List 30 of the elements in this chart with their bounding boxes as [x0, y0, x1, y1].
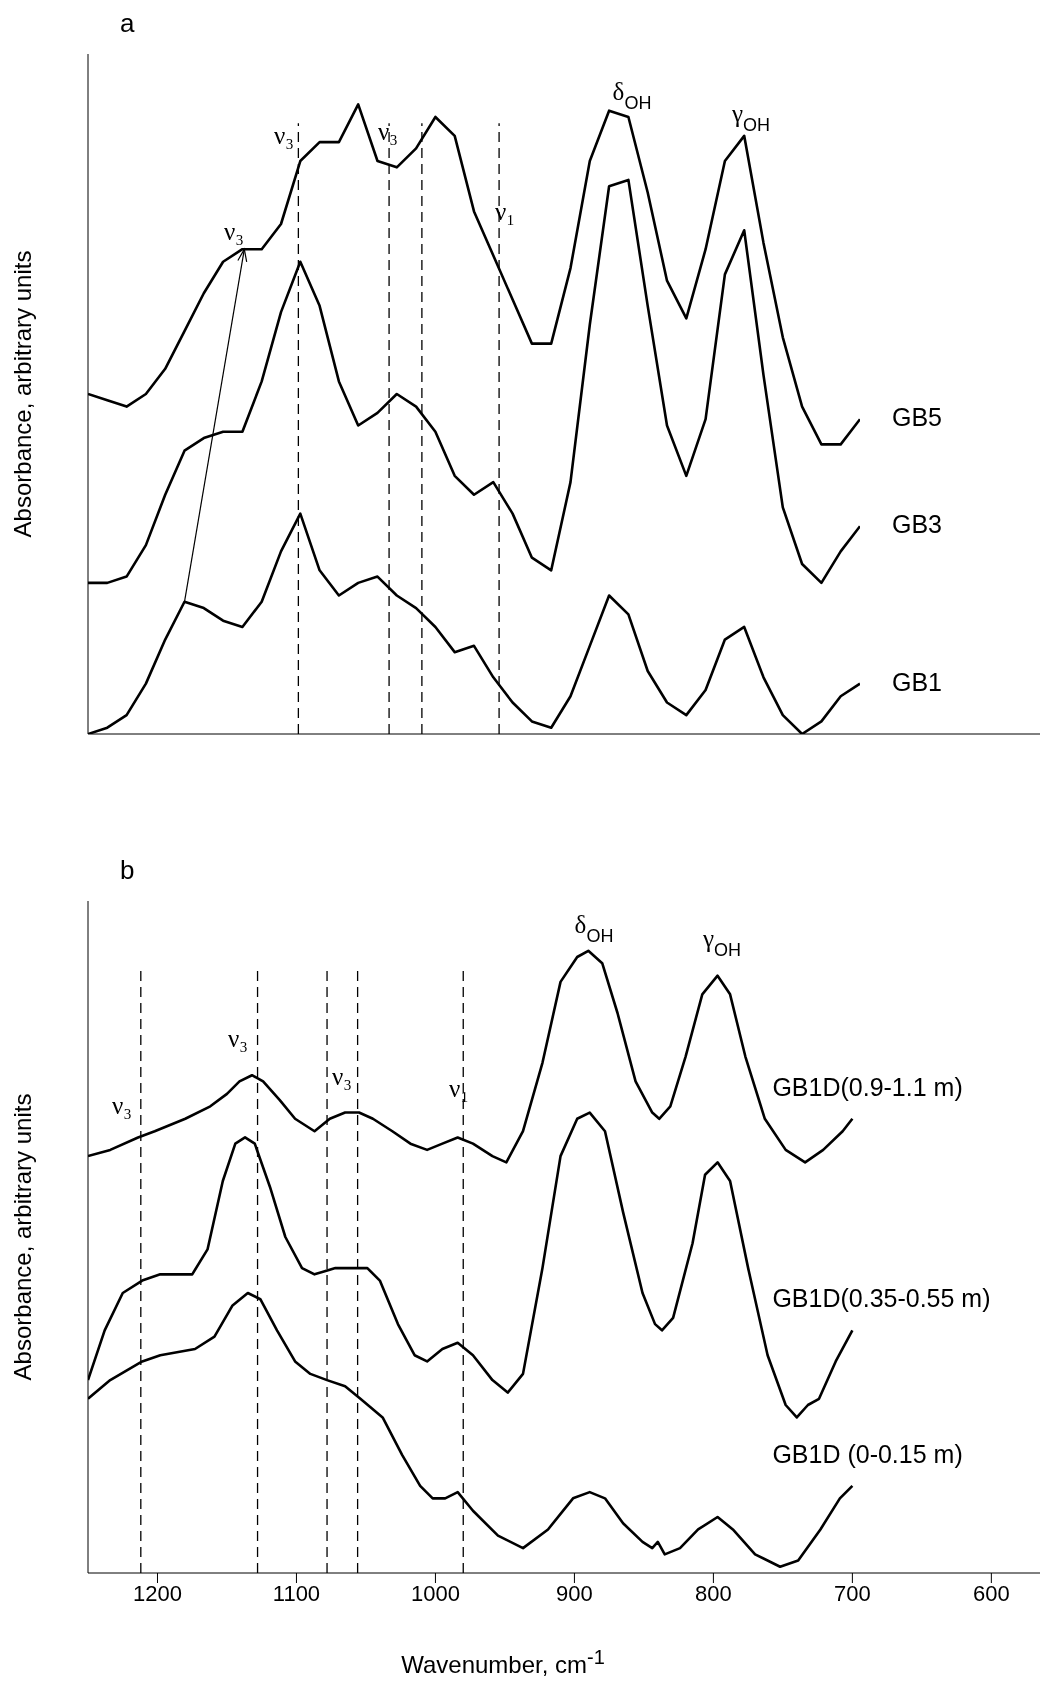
annotation: γ$_{OH}$	[701, 924, 742, 960]
x-tick-label: 600	[973, 1580, 1010, 1606]
y-axis-title: Absorbance, arbitrary units	[9, 1093, 37, 1381]
series-label: GB1D (0-0.15 m)	[772, 1439, 963, 1468]
annotation: ν₁	[448, 1074, 470, 1102]
chart-title: b	[120, 855, 135, 886]
annotation: ν₃	[273, 121, 295, 149]
x-axis-title: Wavenumber, cm$^{-1}$	[400, 1646, 606, 1679]
series-label: GB1	[892, 667, 943, 696]
annotation: δ$_{OH}$	[612, 77, 652, 113]
series-label: GB3	[892, 509, 943, 538]
x-tick-label: 1200	[133, 1580, 182, 1606]
x-tick-label: 900	[556, 1580, 593, 1606]
x-tick-label: 800	[695, 1580, 732, 1606]
annotation: γ$_{OH}$	[730, 99, 771, 135]
annotation: ν₃	[331, 1062, 353, 1090]
annotation: ν₃	[377, 117, 399, 145]
annotation: ν₃	[227, 1024, 249, 1052]
x-tick-label: 700	[834, 1580, 871, 1606]
series-label: GB5	[892, 402, 943, 431]
chart-title: a	[120, 8, 135, 39]
text: δ$_{OH}$	[574, 910, 614, 946]
series-label: GB1D(0.35-0.55 m)	[772, 1283, 991, 1312]
annotation: ν₃	[111, 1091, 133, 1119]
y-axis-title: Absorbance, arbitrary units	[9, 250, 37, 538]
x-tick-label: 1100	[272, 1580, 321, 1606]
x-tick-label: 1000	[410, 1580, 460, 1606]
annotation: ν₁	[494, 197, 516, 225]
annotation: ν₃	[223, 217, 245, 245]
series-label: GB1D(0.9-1.1 m)	[772, 1072, 963, 1101]
